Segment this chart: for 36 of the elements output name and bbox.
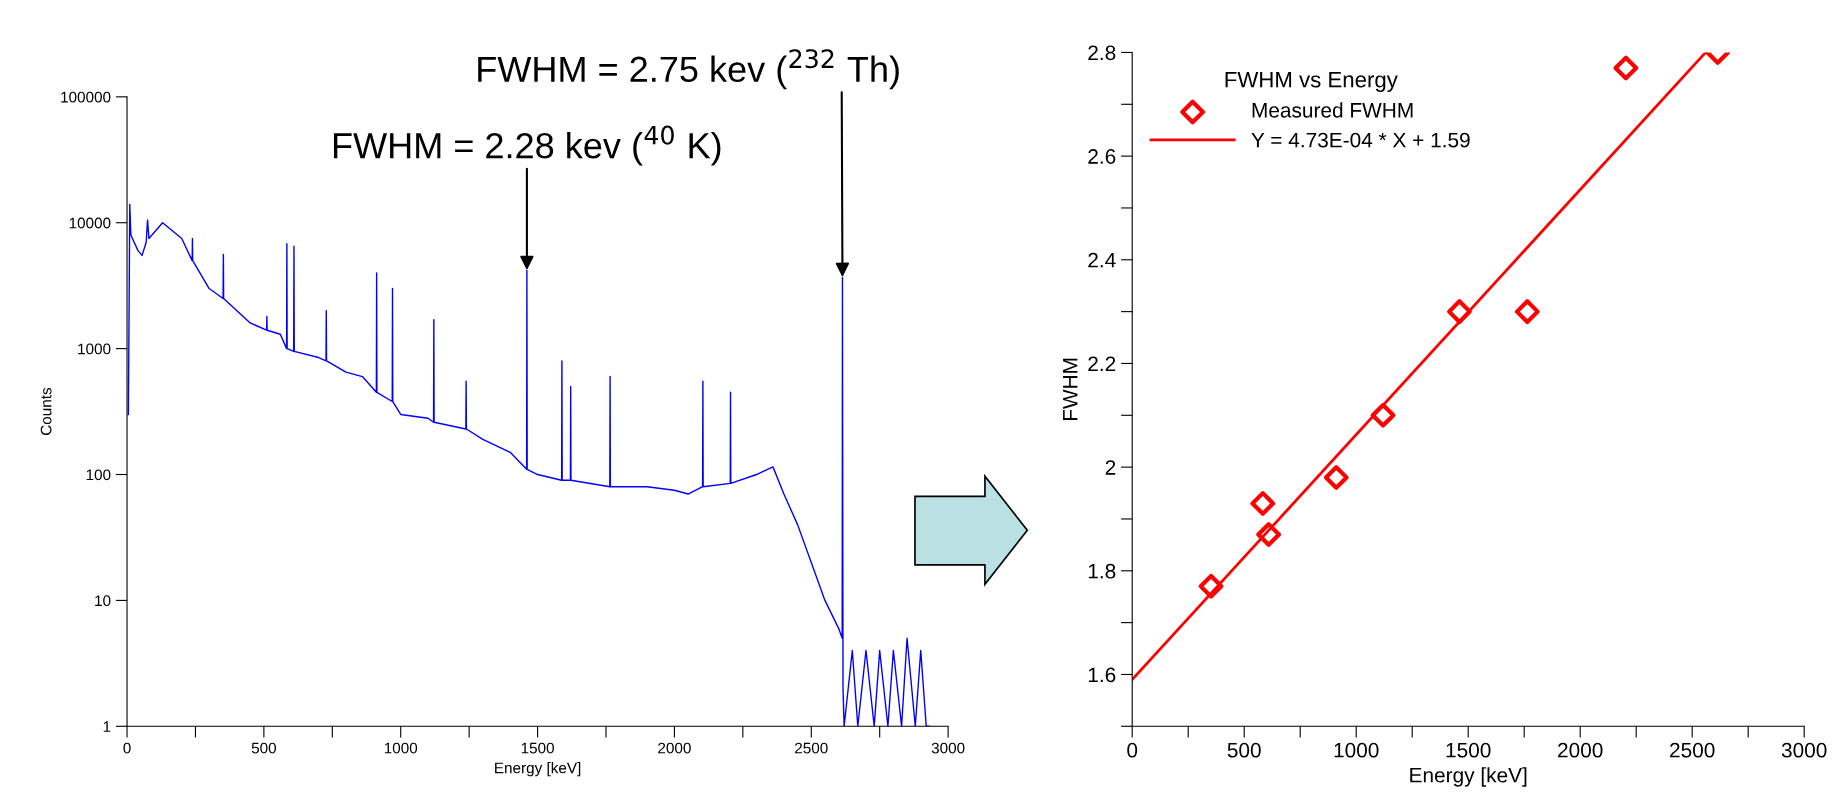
legend-title: FWHM vs Energy bbox=[1225, 72, 1398, 92]
x-tick-label: 3000 bbox=[1781, 742, 1827, 758]
y-tick-label: 1 bbox=[103, 721, 111, 732]
annotation: FWHM = 2.75 kev ($^{232}$ Th) bbox=[478, 49, 899, 90]
x-tick-label: 500 bbox=[1227, 742, 1261, 758]
y-tick-label: 100 bbox=[86, 469, 111, 481]
y-tick-label: 100000 bbox=[61, 91, 111, 103]
x-tick-label: 500 bbox=[251, 742, 277, 754]
x-axis-title: Energy [keV] bbox=[495, 762, 581, 777]
x-tick-label: 2500 bbox=[1670, 742, 1715, 758]
x-tick-label: 0 bbox=[123, 742, 131, 754]
x-tick-label: 2000 bbox=[658, 742, 691, 754]
x-tick-label: 2000 bbox=[1558, 742, 1603, 758]
legend-label: Y = 4.73E-04 * X + 1.59 bbox=[1251, 132, 1470, 148]
annotation: FWHM = 2.28 kev ($^{40}$ K) bbox=[333, 125, 721, 166]
y-tick-label: 2.4 bbox=[1088, 252, 1116, 268]
legend-label: Measured FWHM bbox=[1252, 102, 1413, 118]
y-tick-label: 1.8 bbox=[1088, 563, 1116, 579]
y-tick-label: 1000 bbox=[78, 343, 111, 355]
x-tick-label: 1500 bbox=[521, 742, 554, 754]
x-tick-label: 1000 bbox=[1334, 742, 1379, 758]
x-tick-label: 0 bbox=[1127, 742, 1138, 758]
x-axis-title: Energy [keV] bbox=[1410, 767, 1527, 787]
x-tick-label: 1000 bbox=[384, 742, 418, 754]
y-tick-label: 2 bbox=[1105, 460, 1116, 475]
y-axis-title: Counts bbox=[40, 387, 52, 435]
y-tick-label: 2.8 bbox=[1088, 45, 1116, 61]
y-tick-label: 1.6 bbox=[1088, 667, 1116, 683]
y-tick-label: 2.6 bbox=[1088, 149, 1116, 164]
y-axis-title: FWHM bbox=[1063, 358, 1078, 421]
y-tick-label: 10000 bbox=[69, 217, 111, 229]
x-tick-label: 3000 bbox=[931, 742, 965, 754]
y-tick-label: 2.2 bbox=[1088, 356, 1116, 372]
x-tick-label: 2500 bbox=[795, 742, 828, 754]
x-tick-label: 1500 bbox=[1446, 742, 1491, 758]
y-tick-label: 10 bbox=[95, 595, 111, 607]
